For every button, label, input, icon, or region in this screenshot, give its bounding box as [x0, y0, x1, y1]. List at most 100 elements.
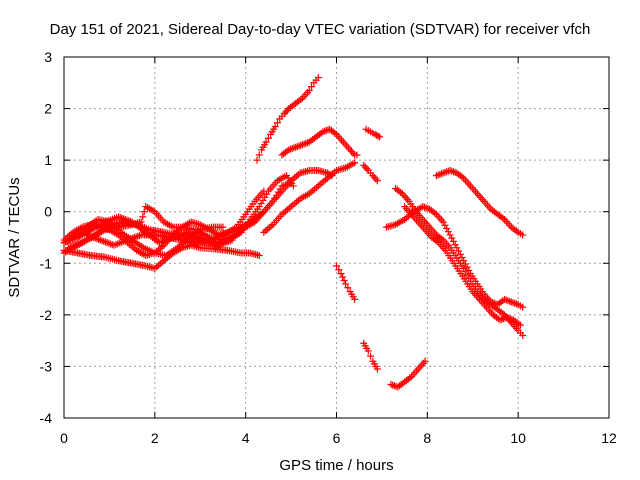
- data-point: [293, 172, 301, 180]
- data-point: [253, 156, 261, 164]
- data-point: [460, 264, 468, 272]
- data-point: [70, 242, 78, 250]
- data-point: [75, 240, 83, 248]
- data-point: [321, 127, 329, 135]
- data-point: [351, 295, 359, 303]
- x-tick-label: 10: [510, 430, 526, 446]
- data-point: [506, 297, 514, 305]
- data-point: [297, 141, 305, 149]
- data-point: [262, 138, 270, 146]
- data-point: [349, 149, 357, 157]
- series-t9: [278, 125, 359, 159]
- data-point: [151, 264, 159, 272]
- data-point: [257, 199, 265, 207]
- series-t10: [260, 151, 361, 236]
- data-point: [282, 207, 290, 215]
- data-point: [115, 213, 122, 221]
- data-point: [273, 119, 281, 127]
- data-point: [519, 231, 527, 239]
- data-point: [453, 244, 461, 252]
- data-point: [370, 173, 378, 181]
- data-point: [287, 145, 295, 153]
- data-point: [255, 151, 263, 159]
- data-point: [134, 232, 142, 240]
- data-point: [436, 170, 444, 178]
- data-point: [196, 237, 204, 245]
- data-point: [448, 234, 456, 242]
- data-point: [265, 224, 273, 232]
- data-point: [285, 146, 293, 154]
- data-point: [83, 231, 91, 239]
- data-point: [311, 185, 319, 193]
- data-point: [156, 260, 164, 268]
- data-point: [340, 276, 348, 284]
- data-point: [422, 204, 430, 212]
- data-point: [348, 148, 356, 156]
- data-point: [515, 320, 523, 328]
- x-tick-label: 4: [242, 430, 250, 446]
- data-point: [463, 271, 471, 279]
- series-t11: [333, 262, 359, 303]
- data-point: [376, 133, 384, 141]
- data-point: [98, 237, 106, 245]
- data-point: [438, 170, 446, 178]
- data-point: [76, 239, 84, 247]
- data-point: [293, 198, 301, 206]
- data-point: [373, 365, 381, 373]
- data-point: [397, 188, 405, 196]
- data-point: [191, 235, 199, 243]
- data-point: [100, 237, 108, 245]
- data-point: [502, 296, 510, 304]
- data-point: [387, 380, 395, 388]
- data-point: [446, 166, 454, 174]
- data-point: [66, 243, 74, 251]
- data-point: [506, 315, 514, 323]
- data-point: [434, 171, 442, 179]
- data-point: [309, 187, 317, 195]
- data-point: [420, 203, 428, 211]
- data-point: [318, 179, 326, 187]
- series-t8: [253, 74, 322, 164]
- data-point: [446, 231, 454, 239]
- data-point: [263, 225, 271, 233]
- data-point: [267, 222, 275, 230]
- data-point: [458, 173, 466, 181]
- data-point: [458, 253, 466, 261]
- data-point: [501, 295, 509, 303]
- series-t17: [392, 185, 527, 339]
- data-point: [71, 241, 79, 249]
- data-point: [371, 130, 379, 138]
- data-point: [308, 83, 316, 91]
- y-tick-label: -1: [40, 255, 53, 271]
- data-point: [316, 180, 324, 188]
- series-t14: [360, 339, 381, 373]
- data-point: [139, 213, 147, 221]
- data-point: [512, 227, 520, 235]
- data-point: [280, 209, 288, 217]
- data-point: [136, 232, 144, 240]
- data-point: [498, 315, 506, 323]
- data-point: [220, 239, 228, 247]
- data-point: [293, 143, 301, 151]
- data-point: [432, 172, 440, 180]
- data-point: [105, 239, 113, 247]
- data-point: [331, 129, 339, 137]
- data-point: [295, 142, 303, 150]
- data-point: [130, 234, 138, 241]
- data-point: [274, 188, 282, 196]
- data-point: [218, 240, 226, 248]
- data-point: [290, 144, 298, 152]
- data-point: [285, 204, 293, 212]
- data-point: [140, 208, 148, 216]
- series-t18: [401, 203, 524, 329]
- x-tick-label: 2: [151, 430, 159, 446]
- data-point: [449, 237, 457, 245]
- data-point: [333, 262, 340, 270]
- data-point: [443, 224, 451, 232]
- data-point: [280, 110, 288, 118]
- data-point: [465, 266, 473, 274]
- data-point: [68, 243, 76, 251]
- data-point: [314, 182, 322, 190]
- data-point: [511, 299, 519, 307]
- data-point: [288, 145, 296, 153]
